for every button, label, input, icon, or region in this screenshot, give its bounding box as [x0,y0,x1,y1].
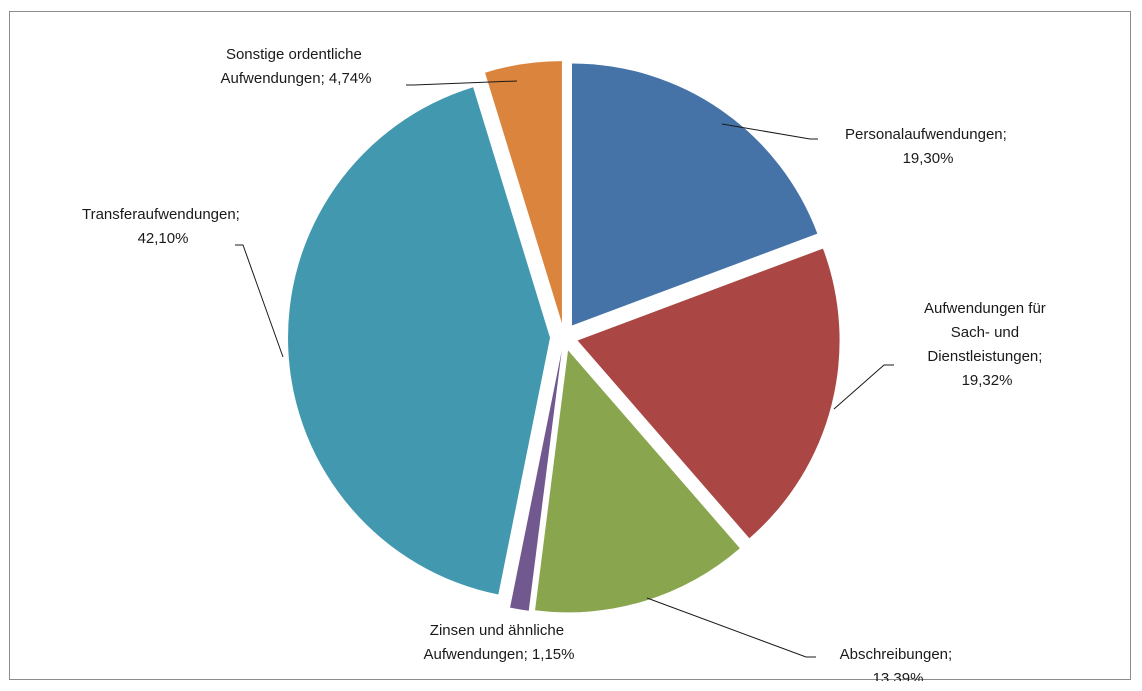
slice-sach-und-dienstleistungen [577,248,840,539]
leader-transferaufwendungen [235,244,284,358]
leader-lines [235,80,894,658]
leader-abschreibungen [646,597,816,658]
label-sonstige: Sonstige ordentliche Aufwendungen; 4,74% [221,46,372,87]
label-transferaufwendungen: Transferaufwendungen; 42,10% [82,206,244,247]
slice-personalaufwendungen [571,63,818,326]
leader-personalaufwendungen [721,123,818,140]
slice-zinsen [510,350,562,611]
label-abschreibungen: Abschreibungen; 13,39% [840,646,957,681]
chart-area: Personalaufwendungen; 19,30% Aufwendunge… [9,11,1131,681]
label-sach-und-dienstleistungen: Aufwendungen für Sach- und Dienstleistun… [924,300,1050,389]
leader-sach-und-dienstleistungen [833,364,894,410]
pie-slices [288,61,840,613]
slice-abschreibungen [535,350,740,613]
slice-labels: Personalaufwendungen; 19,30% Aufwendunge… [82,46,1050,681]
label-personalaufwendungen: Personalaufwendungen; 19,30% [845,126,1011,167]
leader-sonstige [406,80,518,86]
pie-chart: Personalaufwendungen; 19,30% Aufwendunge… [82,46,1050,681]
slice-transferaufwendungen [288,87,551,595]
slice-sonstige [485,61,562,324]
label-zinsen: Zinsen und ähnliche Aufwendungen; 1,15% [424,622,575,663]
